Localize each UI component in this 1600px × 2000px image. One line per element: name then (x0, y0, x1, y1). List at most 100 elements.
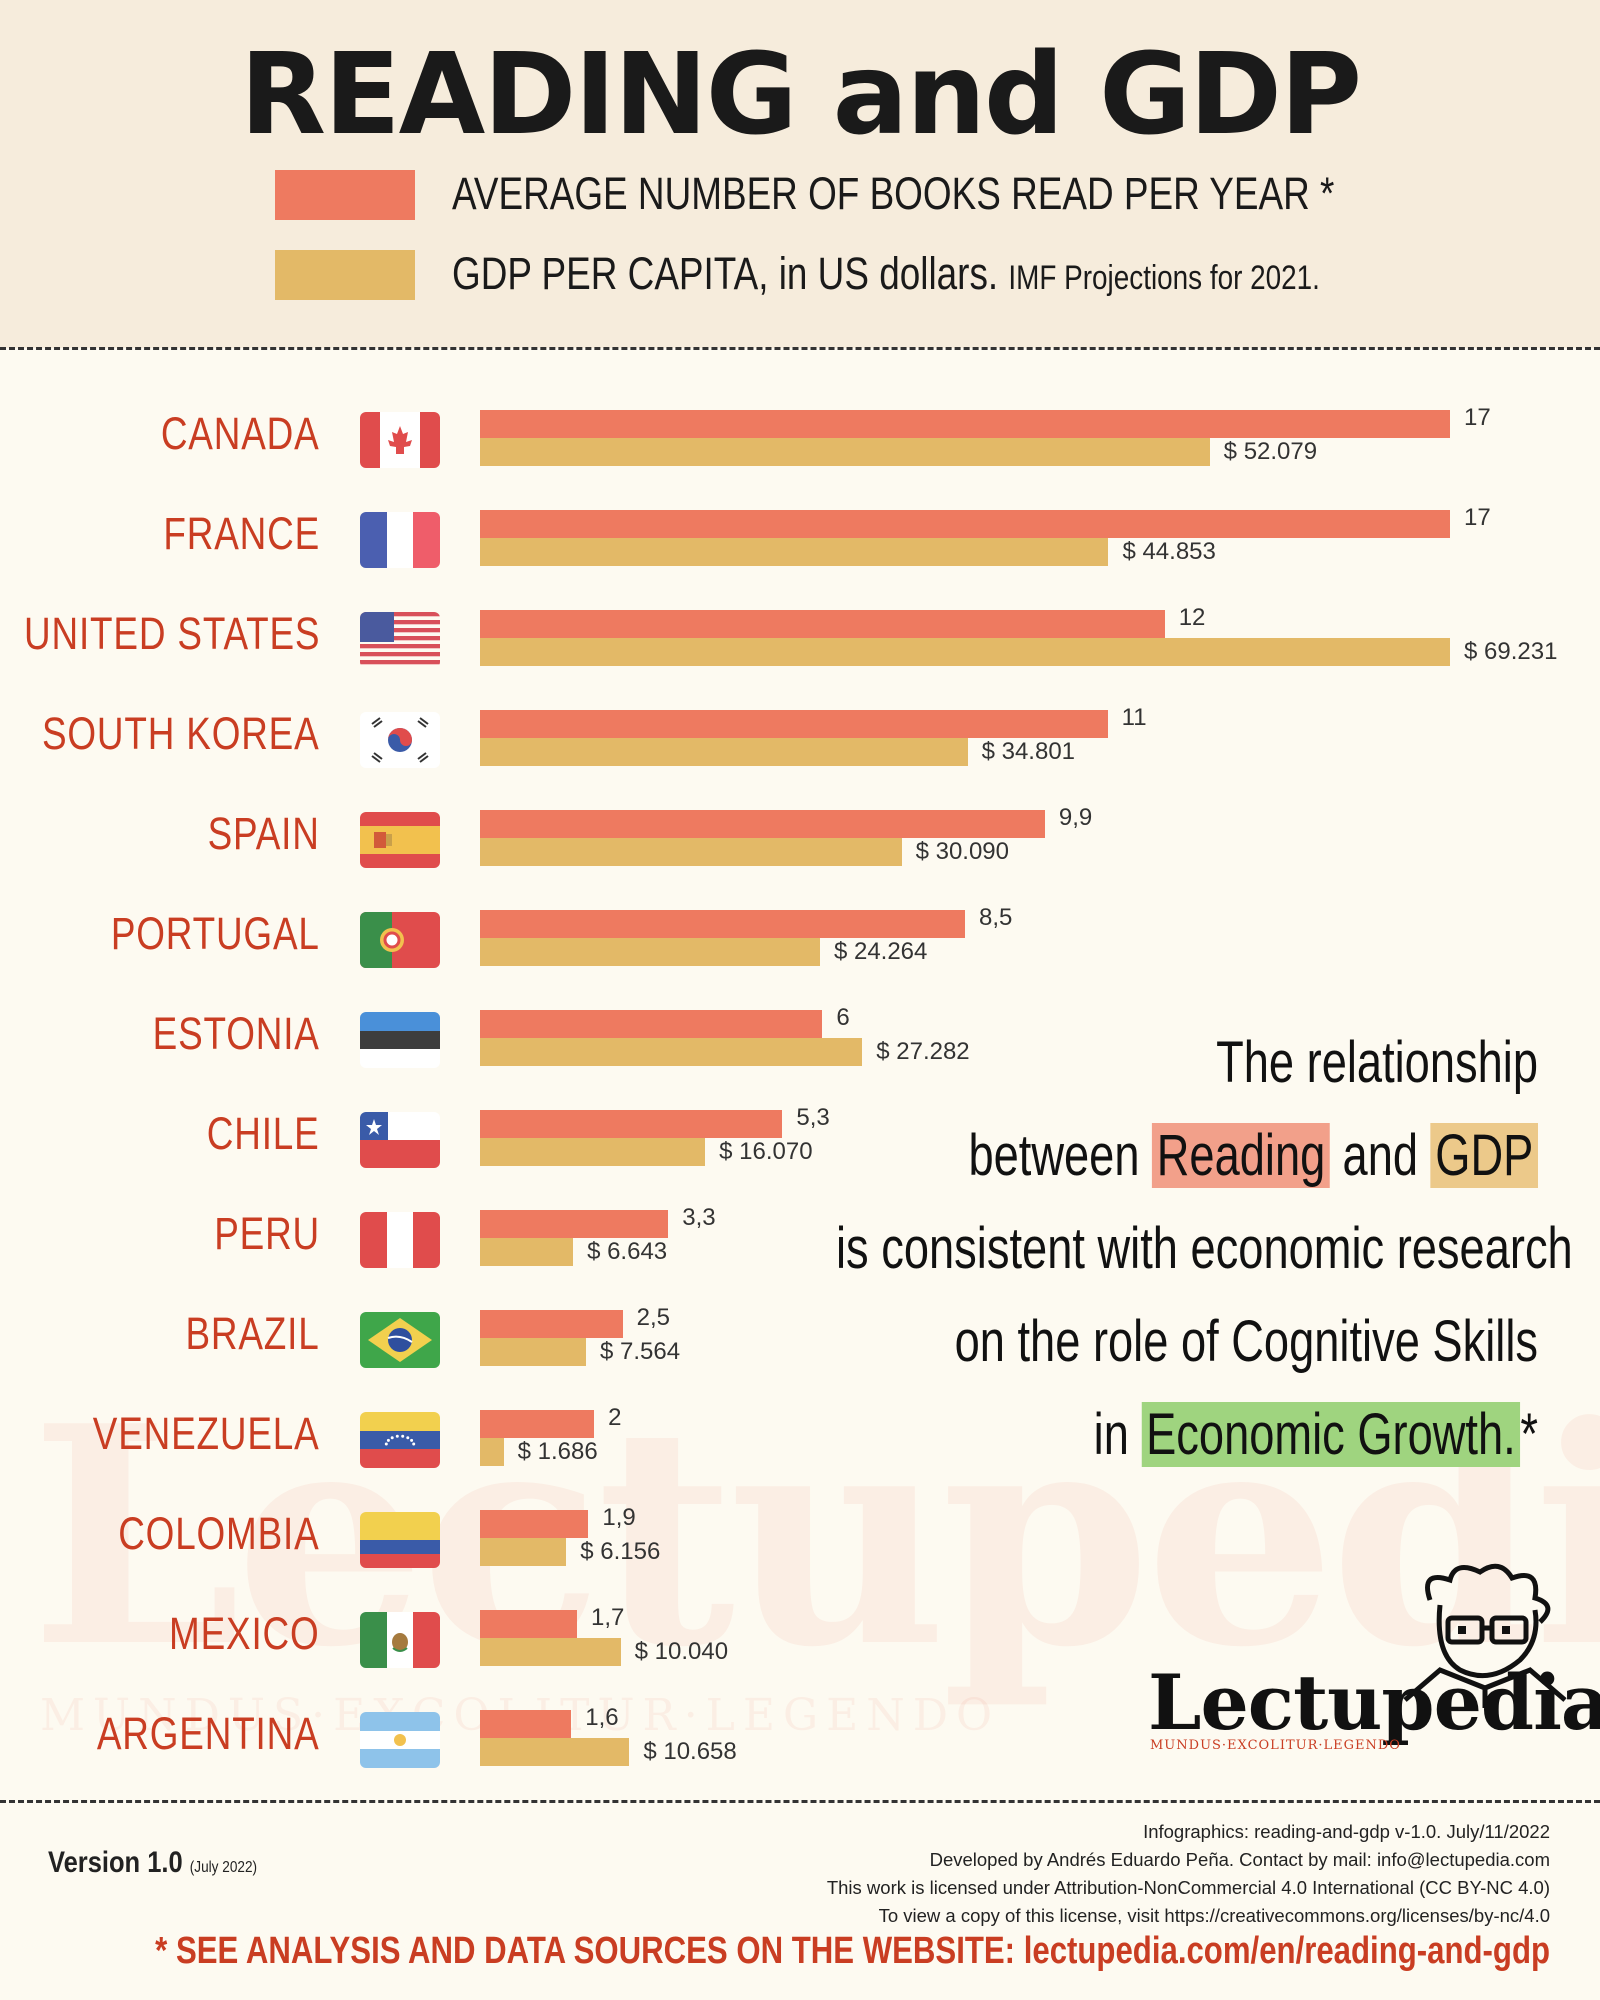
country-label-peru: PERU (214, 1208, 320, 1259)
gdp-value-label-portugal: $ 24.264 (833, 938, 928, 965)
books-bar-estonia (480, 1010, 823, 1038)
books-legend-label: AVERAGE NUMBER OF BOOKS READ PER YEAR * (452, 168, 1335, 219)
gdp-value-label-peru: $ 6.643 (587, 1238, 668, 1265)
sources-link[interactable]: * SEE ANALYSIS AND DATA SOURCES ON THE W… (155, 1930, 1550, 1972)
gdp-bar-south-korea (480, 738, 968, 766)
gdp-bar-peru (480, 1238, 574, 1266)
country-label-france: FRANCE (163, 508, 320, 559)
mascot-reader-icon (1403, 1563, 1567, 1708)
country-label-united-states: UNITED STATES (23, 608, 320, 659)
gdp-value-label-brazil: $ 7.564 (599, 1338, 681, 1365)
gdp-value-label-united-states: $ 69.231 (1464, 638, 1558, 665)
colombia-flag-icon (360, 1512, 440, 1568)
gdp-legend-main: GDP PER CAPITA, in US dollars. (452, 248, 999, 299)
united-states-flag-icon (360, 612, 440, 668)
quote-line-3: is consistent with economic research (836, 1216, 1573, 1281)
books-bar-mexico (480, 1610, 577, 1638)
books-bar-portugal (480, 910, 965, 938)
books-bar-south-korea (480, 710, 1108, 738)
gdp-bar-france (480, 538, 1109, 566)
books-bar-spain (480, 810, 1045, 838)
gdp-value-label-canada: $ 52.079 (1223, 438, 1318, 465)
books-bar-colombia (480, 1510, 589, 1538)
country-label-mexico: MEXICO (169, 1608, 320, 1659)
books-bar-france (480, 510, 1450, 538)
books-value-label-france: 17 (1464, 504, 1491, 531)
brazil-flag-icon (360, 1312, 440, 1368)
books-bar-united-states (480, 610, 1165, 638)
books-value-label-canada: 17 (1464, 404, 1491, 431)
books-value-label-spain: 9,9 (1058, 804, 1093, 831)
quote-block: The relationship between Reading and GDP… (638, 1016, 1573, 1481)
footer-divider (0, 1800, 1600, 1803)
books-value-label-colombia: 1,9 (602, 1504, 636, 1531)
gdp-bar-chile (480, 1138, 706, 1166)
portugal-flag-icon (360, 912, 440, 968)
gdp-value-label-argentina: $ 10.658 (643, 1738, 737, 1765)
quote-line-2: between Reading and GDP (836, 1109, 1538, 1202)
books-bar-brazil (480, 1310, 623, 1338)
venezuela-flag-icon (360, 1412, 440, 1468)
quote-word-between: between (968, 1123, 1140, 1188)
brand-logo-text: Lectupedia (1148, 1658, 1600, 1747)
mexico-flag-icon (360, 1612, 440, 1668)
header-divider (0, 347, 1600, 350)
books-value-label-united-states: 12 (1178, 604, 1206, 631)
gdp-bar-spain (480, 838, 902, 866)
books-value-label-chile: 5,3 (796, 1104, 830, 1131)
books-value-label-south-korea: 11 (1121, 704, 1147, 731)
quote-highlight-reading: Reading (1152, 1123, 1330, 1188)
gdp-bar-venezuela (480, 1438, 504, 1466)
country-label-canada: CANADA (161, 408, 320, 459)
books-value-label-venezuela: 2 (608, 1404, 622, 1431)
version-label: Version 1.0 (July 2022) (48, 1846, 257, 1880)
country-label-south-korea: SOUTH KOREA (42, 708, 320, 759)
gdp-value-label-venezuela: $ 1.686 (517, 1438, 598, 1465)
country-label-venezuela: VENEZUELA (93, 1408, 320, 1459)
quote-word-and: and (1342, 1123, 1419, 1188)
gdp-value-label-chile: $ 16.070 (719, 1138, 813, 1165)
quote-highlight-gdp: GDP (1430, 1123, 1538, 1188)
gdp-bar-canada (480, 438, 1210, 466)
argentina-flag-icon (360, 1712, 440, 1768)
gdp-bar-mexico (480, 1638, 621, 1666)
version-number: Version 1.0 (48, 1846, 183, 1879)
quote-asterisk: * (1520, 1402, 1538, 1467)
books-bar-canada (480, 410, 1450, 438)
gdp-bar-estonia (480, 1038, 863, 1066)
gdp-value-label-colombia: $ 6.156 (580, 1538, 661, 1565)
gdp-bar-united-states (480, 638, 1450, 666)
gdp-value-label-estonia: $ 27.282 (876, 1038, 970, 1065)
country-label-chile: CHILE (207, 1108, 320, 1159)
country-label-argentina: ARGENTINA (97, 1708, 320, 1759)
books-value-label-peru: 3,3 (682, 1204, 716, 1231)
country-label-estonia: ESTONIA (152, 1008, 320, 1059)
books-bar-argentina (480, 1710, 572, 1738)
south-korea-flag-icon (360, 712, 440, 768)
books-bar-venezuela (480, 1410, 595, 1438)
quote-line-5: in Economic Growth.* (836, 1388, 1538, 1481)
spain-flag-icon (360, 812, 440, 868)
country-label-colombia: COLOMBIA (118, 1508, 320, 1559)
footer-info: Infographics: reading-and-gdp v-1.0. Jul… (827, 1818, 1550, 1930)
country-label-brazil: BRAZIL (185, 1308, 320, 1359)
header-band: READING and GDP AVERAGE NUMBER OF BOOKS … (0, 0, 1600, 348)
estonia-flag-icon (360, 1012, 440, 1068)
books-bar-peru (480, 1210, 669, 1238)
chile-flag-icon (360, 1112, 440, 1168)
gdp-value-label-spain: $ 30.090 (915, 838, 1009, 865)
gdp-legend-note: IMF Projections for 2021. (1008, 259, 1320, 297)
books-value-label-estonia: 6 (836, 1004, 850, 1031)
canada-flag-icon (360, 412, 440, 468)
gdp-bar-portugal (480, 938, 820, 966)
gdp-legend-swatch (275, 250, 415, 300)
footer-info-line-3: This work is licensed under Attribution-… (826, 1877, 1550, 1898)
brand-motto: MUNDUS·EXCOLITUR·LEGENDO (1150, 1738, 1401, 1753)
gdp-bar-brazil (480, 1338, 586, 1366)
quote-highlight-economic-growth: Economic Growth. (1141, 1402, 1521, 1467)
france-flag-icon (360, 512, 440, 568)
country-label-portugal: PORTUGAL (111, 908, 320, 959)
gdp-value-label-france: $ 44.853 (1122, 538, 1216, 565)
books-value-label-mexico: 1,7 (591, 1604, 625, 1631)
quote-line-1: The relationship (1216, 1030, 1538, 1095)
